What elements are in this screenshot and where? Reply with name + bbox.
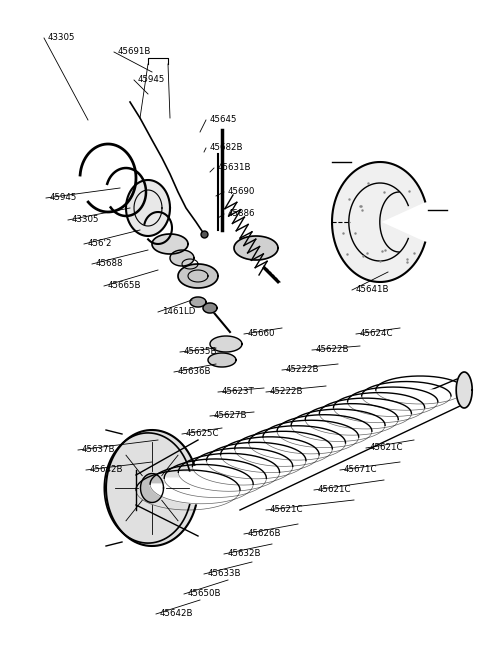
- Polygon shape: [362, 396, 451, 410]
- Text: 45682B: 45682B: [210, 143, 243, 152]
- Polygon shape: [332, 162, 425, 282]
- Text: 45632B: 45632B: [228, 549, 262, 558]
- Polygon shape: [170, 250, 194, 266]
- Text: 456'2: 456'2: [88, 240, 112, 248]
- Polygon shape: [234, 236, 278, 260]
- Text: 45222B: 45222B: [270, 388, 303, 397]
- Polygon shape: [141, 474, 164, 503]
- Text: 45645: 45645: [210, 116, 238, 124]
- Text: 45886: 45886: [228, 210, 255, 219]
- Polygon shape: [203, 303, 217, 313]
- Text: 45623T: 45623T: [222, 388, 255, 397]
- Text: 45665B: 45665B: [108, 281, 142, 290]
- Text: 43305: 43305: [48, 34, 75, 43]
- Text: 43305: 43305: [72, 215, 99, 225]
- Text: 45627B: 45627B: [214, 411, 248, 420]
- Polygon shape: [152, 234, 188, 254]
- Text: 45690: 45690: [228, 187, 255, 196]
- Text: 45626B: 45626B: [248, 530, 281, 539]
- Polygon shape: [190, 297, 206, 307]
- Polygon shape: [376, 390, 464, 404]
- Text: 45641B: 45641B: [356, 286, 389, 294]
- Polygon shape: [126, 180, 170, 236]
- Polygon shape: [235, 449, 332, 466]
- Polygon shape: [319, 413, 411, 429]
- Polygon shape: [291, 425, 385, 442]
- Text: 45691B: 45691B: [118, 47, 151, 57]
- Text: 45625C: 45625C: [186, 430, 219, 438]
- Text: 45621C: 45621C: [318, 486, 351, 495]
- Text: 45622B: 45622B: [316, 346, 349, 355]
- Text: 45642B: 45642B: [90, 466, 123, 474]
- Polygon shape: [178, 264, 218, 288]
- Text: 45624C: 45624C: [360, 330, 394, 338]
- Polygon shape: [210, 336, 242, 352]
- Polygon shape: [456, 372, 472, 408]
- Polygon shape: [106, 430, 198, 546]
- Text: 1461LD: 1461LD: [162, 307, 195, 317]
- Polygon shape: [334, 407, 425, 422]
- Text: 45637B: 45637B: [82, 445, 116, 455]
- Text: 45631B: 45631B: [218, 164, 252, 173]
- Text: 45671C: 45671C: [344, 466, 377, 474]
- Polygon shape: [206, 461, 306, 479]
- Text: 45660: 45660: [248, 330, 276, 338]
- Polygon shape: [192, 466, 293, 485]
- Text: 45650B: 45650B: [188, 589, 221, 599]
- Polygon shape: [221, 455, 319, 472]
- Polygon shape: [263, 437, 359, 454]
- Polygon shape: [178, 472, 279, 491]
- Polygon shape: [348, 402, 438, 417]
- Polygon shape: [150, 484, 253, 504]
- Text: 45633B: 45633B: [208, 570, 241, 579]
- Polygon shape: [164, 478, 266, 497]
- Text: 45945: 45945: [50, 194, 77, 202]
- Text: 45688: 45688: [96, 260, 123, 269]
- Text: 45636B: 45636B: [178, 367, 212, 376]
- Polygon shape: [277, 431, 372, 447]
- Polygon shape: [249, 443, 346, 460]
- Text: 45621C: 45621C: [370, 443, 404, 453]
- Text: 45621C: 45621C: [270, 505, 303, 514]
- Text: 45642B: 45642B: [160, 610, 193, 618]
- Text: 45945: 45945: [138, 76, 166, 85]
- Text: 45222B: 45222B: [286, 365, 320, 374]
- Polygon shape: [208, 353, 236, 367]
- Text: 45635B: 45635B: [184, 348, 217, 357]
- Polygon shape: [305, 419, 398, 435]
